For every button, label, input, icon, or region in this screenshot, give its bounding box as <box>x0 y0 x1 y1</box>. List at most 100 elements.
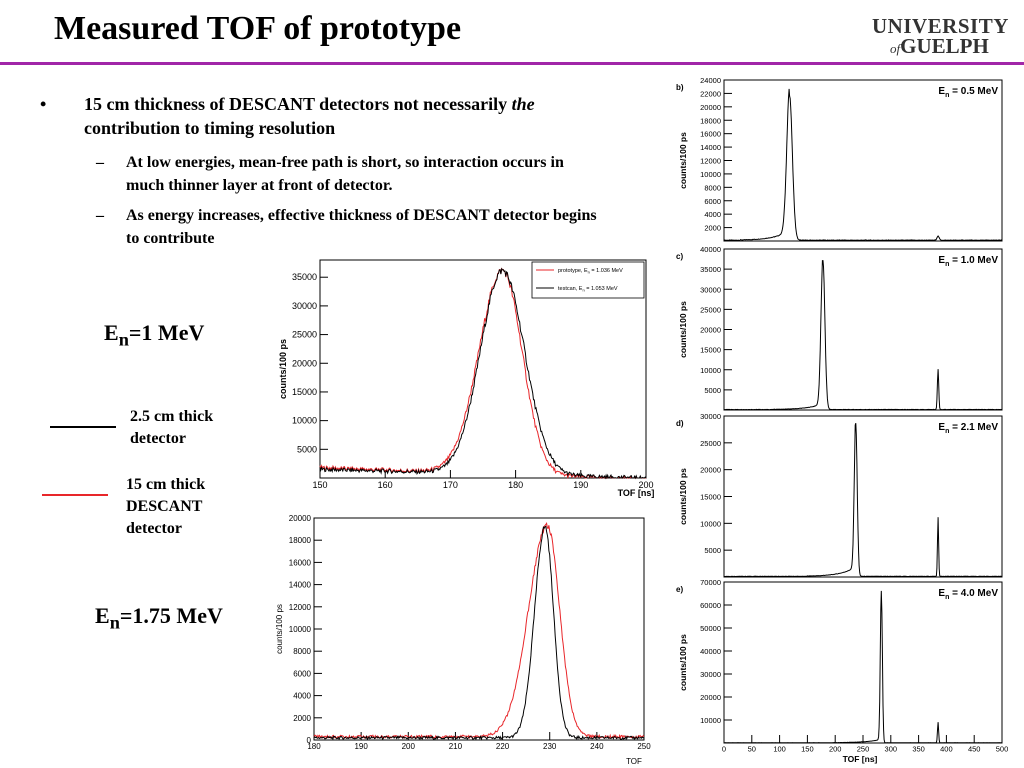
y-tick-label: 50000 <box>700 624 721 633</box>
spectrum-line <box>723 88 1003 242</box>
plot-area: 0 2000 4000 6000 8000 10000 12000 14000 16000 180… <box>289 514 651 751</box>
x-tick-label: 100 <box>773 745 786 754</box>
y-tick-label: 25000 <box>700 439 721 448</box>
x-tick-label: 190 <box>573 480 588 490</box>
logo-line2: ofGUELPH <box>890 34 989 59</box>
plot-frame <box>723 415 1003 578</box>
x-tick-label: 200 <box>829 745 842 754</box>
x-tick-label: 240 <box>590 742 604 751</box>
y-tick-label: 6000 <box>293 669 311 678</box>
y-tick-label: 30000 <box>700 285 721 294</box>
x-tick-label: 400 <box>940 745 953 754</box>
panel-label: e) <box>676 585 683 594</box>
sub-bullet-1-text: At low energies, mean-free path is short… <box>126 154 564 194</box>
y-tick-label: 8000 <box>704 183 721 192</box>
university-logo: UNIVERSITY ofGUELPH <box>872 14 1008 59</box>
x-tick-label: 210 <box>449 742 463 751</box>
x-tick-label: 160 <box>378 480 393 490</box>
y-tick-label: 25000 <box>700 305 721 314</box>
energy-main: E <box>938 588 945 599</box>
y-tick-label: 70000 <box>700 578 721 587</box>
x-tick-label: 220 <box>496 742 510 751</box>
energy-annotation: En = 1.0 MeV <box>938 255 998 268</box>
x-tick-label: 170 <box>443 480 458 490</box>
x-tick-label: 180 <box>508 480 523 490</box>
y-axis-label: counts/100 ps <box>278 339 288 399</box>
tof-comparison-chart-175mev: 0 2000 4000 6000 8000 10000 12000 14000 16000 180… <box>275 514 651 766</box>
y-tick-label: 5000 <box>704 546 721 555</box>
plot-frame <box>313 517 645 741</box>
bullet-1-pre: 15 cm thickness of DESCANT detectors not… <box>84 94 512 114</box>
energy-label-sub: n <box>118 329 129 350</box>
series-line-testcan <box>319 267 647 480</box>
y-axis-label: counts/100 ps <box>678 634 688 691</box>
x-axis-label: TOF [ns] <box>618 488 655 498</box>
legend-entry-tail: = 1.036 MeV <box>590 268 623 274</box>
energy-tail: = 0.5 MeV <box>949 86 998 97</box>
energy-tail: = 4.0 MeV <box>949 588 998 599</box>
series-line-prototype <box>319 267 646 480</box>
y-tick-label: 14000 <box>289 581 312 590</box>
y-tick-label: 20000 <box>700 466 721 475</box>
y-tick-label: 15000 <box>700 346 721 355</box>
y-tick-label: 12000 <box>289 603 312 612</box>
legend-entry-sub: n <box>582 288 584 293</box>
x-tick-label: 250 <box>637 742 651 751</box>
legend-entry: testcan, En = 1.053 MeV <box>558 286 618 293</box>
legend-entry-main: testcan, E <box>558 286 583 292</box>
y-tick-label: 20000 <box>700 326 721 335</box>
y-tick-label: 30000 <box>700 412 721 421</box>
y-tick-label: 30000 <box>292 301 317 311</box>
bullet-1-em: the <box>511 94 535 114</box>
logo-line1: UNIVERSITY <box>872 14 1009 38</box>
x-tick-label: 150 <box>312 480 327 490</box>
legend-red-text: 15 cm thick DESCANT detector <box>126 476 206 537</box>
y-tick-label: 16000 <box>700 130 721 139</box>
energy-annotation: En = 4.0 MeV <box>938 588 998 601</box>
y-tick-label: 20000 <box>292 358 317 368</box>
energy-tail: = 1.0 MeV <box>949 255 998 266</box>
energy-main: E <box>938 255 945 266</box>
panel-label: b) <box>676 83 684 92</box>
energy-sub: n <box>945 594 949 601</box>
dash-symbol: – <box>96 207 104 224</box>
bullet-1-post: contribution to timing resolution <box>84 118 336 138</box>
x-tick-label: 150 <box>801 745 814 754</box>
series-line <box>313 525 645 741</box>
y-tick-label: 10000 <box>700 519 721 528</box>
energy-label-e: E <box>104 320 119 345</box>
spectrum-line <box>723 423 1002 578</box>
energy-sub: n <box>945 92 949 99</box>
logo-of: of <box>890 41 901 56</box>
x-tick-label: 200 <box>638 480 653 490</box>
energy-label-e: E <box>95 603 110 628</box>
x-tick-label: 50 <box>748 745 756 754</box>
legend-box <box>531 261 645 299</box>
y-tick-label: 35000 <box>700 265 721 274</box>
x-tick-label: 500 <box>996 745 1009 754</box>
y-tick-label: 35000 <box>292 272 317 282</box>
sub-bullet-2-text: As energy increases, effective thickness… <box>126 207 597 247</box>
y-tick-label: 8000 <box>293 647 311 656</box>
y-tick-label: 18000 <box>700 116 721 125</box>
tof-energy-panels: 2000400060008000100001200014000160001800… <box>676 76 1009 764</box>
slide-title: Measured TOF of prototype <box>54 10 462 47</box>
legend-entry-tail: = 1.053 MeV <box>585 286 618 292</box>
energy-label-value: =1.75 MeV <box>119 603 223 628</box>
y-tick-label: 2000 <box>293 714 311 723</box>
x-axis-label: TOF <box>626 757 642 766</box>
y-tick-label: 10000 <box>700 366 721 375</box>
energy-annotation: En = 2.1 MeV <box>938 422 998 435</box>
logo-guelph: GUELPH <box>900 34 989 58</box>
plot-area: 5000 10000 15000 20000 25000 30000 35000 40000 <box>700 245 1003 411</box>
legend-entry-sub: n <box>588 270 590 275</box>
plot-frame <box>723 581 1003 744</box>
y-tick-label: 14000 <box>700 143 721 152</box>
legend-entry-main: prototype, E <box>558 268 588 274</box>
y-tick-label: 4000 <box>293 692 311 701</box>
y-tick-label: 4000 <box>704 210 721 219</box>
y-tick-label: 20000 <box>289 514 312 523</box>
y-tick-label: 25000 <box>292 330 317 340</box>
x-tick-label: 350 <box>912 745 925 754</box>
y-tick-label: 12000 <box>700 157 721 166</box>
